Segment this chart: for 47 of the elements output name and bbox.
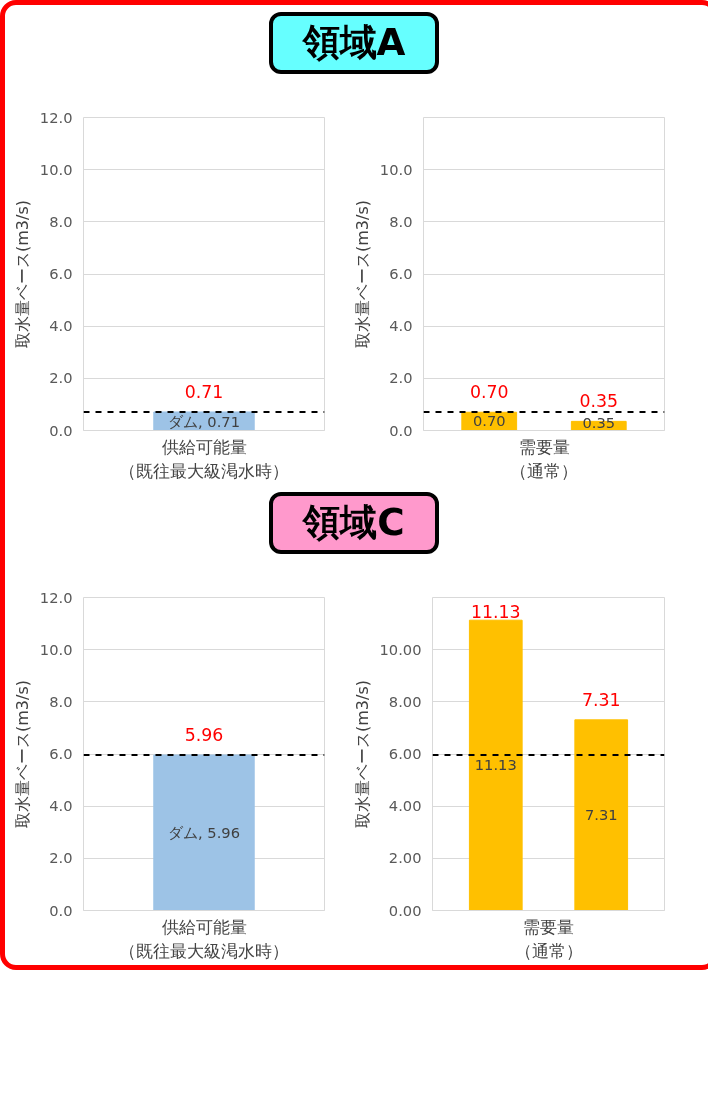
y-axis-title: 取水量ベース(m3/s) bbox=[352, 680, 372, 828]
total-label: 11.13 bbox=[470, 602, 521, 623]
y-axis-title: 取水量ベース(m3/s) bbox=[352, 200, 372, 348]
total-label: 5.96 bbox=[184, 725, 224, 746]
x-axis-title: 供給可能量（既往最大級渇水時） bbox=[119, 916, 289, 961]
y-tick-label: 8.0 bbox=[49, 212, 73, 230]
y-tick-label: 0.0 bbox=[389, 421, 413, 439]
y-tick-label: 0.0 bbox=[49, 901, 73, 919]
y-tick-label: 2.00 bbox=[388, 849, 422, 867]
y-axis-title: 取水量ベース(m3/s) bbox=[12, 200, 32, 348]
total-label: 7.31 bbox=[581, 689, 621, 710]
y-tick-label: 4.00 bbox=[388, 797, 422, 815]
y-tick-label: 4.0 bbox=[389, 317, 413, 335]
y-tick-label: 4.0 bbox=[49, 317, 73, 335]
y-tick-label: 10.0 bbox=[39, 640, 73, 658]
total-label: 0.35 bbox=[579, 391, 619, 412]
x-axis-title: 需要量（通常） bbox=[514, 916, 583, 961]
y-tick-label: 2.0 bbox=[49, 369, 73, 387]
data-label: ダム, 0.71 bbox=[168, 412, 240, 430]
data-label: 7.31 bbox=[584, 806, 618, 824]
chart-title: 領域A bbox=[269, 12, 439, 74]
total-label: 0.70 bbox=[469, 382, 509, 403]
y-tick-label: 10.0 bbox=[39, 160, 73, 178]
y-tick-label: 2.0 bbox=[389, 369, 413, 387]
y-tick-label: 10.0 bbox=[379, 160, 413, 178]
y-tick-label: 6.00 bbox=[388, 745, 422, 762]
y-tick-label: 0.00 bbox=[388, 901, 422, 919]
y-tick-label: 6.0 bbox=[389, 265, 413, 282]
x-axis-title: 供給可能量（既往最大級渇水時） bbox=[119, 436, 289, 481]
y-tick-label: 6.0 bbox=[49, 745, 73, 762]
y-tick-label: 12.0 bbox=[39, 108, 73, 126]
total-label: 0.71 bbox=[184, 381, 224, 402]
y-tick-label: 4.0 bbox=[49, 797, 73, 815]
data-label: 11.13 bbox=[474, 756, 517, 774]
y-tick-label: 0.0 bbox=[49, 421, 73, 439]
y-axis-title: 取水量ベース(m3/s) bbox=[12, 680, 32, 828]
x-axis-title: 需要量（通常） bbox=[510, 436, 578, 481]
y-tick-label: 2.0 bbox=[49, 849, 73, 867]
y-tick-label: 8.00 bbox=[388, 692, 422, 710]
chart-title: 領域C bbox=[269, 492, 439, 554]
y-tick-label: 8.0 bbox=[49, 692, 73, 710]
data-label: ダム, 5.96 bbox=[168, 824, 240, 842]
data-label: 0.70 bbox=[472, 412, 506, 430]
y-tick-label: 6.0 bbox=[49, 265, 73, 282]
y-tick-label: 10.00 bbox=[379, 640, 422, 658]
y-tick-label: 8.0 bbox=[389, 212, 413, 230]
y-tick-label: 12.0 bbox=[39, 588, 73, 606]
